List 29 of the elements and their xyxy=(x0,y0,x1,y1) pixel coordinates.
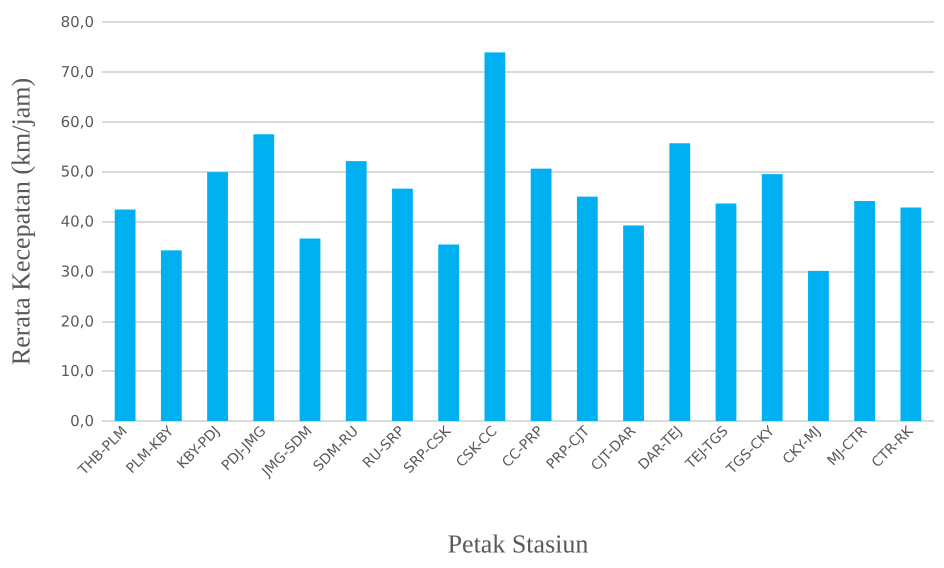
y-tick-label: 30,0 xyxy=(60,262,94,280)
bar xyxy=(530,168,552,421)
x-axis-title: Petak Stasiun xyxy=(448,530,588,558)
y-tick-label: 10,0 xyxy=(60,362,94,380)
bar xyxy=(623,225,644,421)
bar xyxy=(808,270,829,421)
bar xyxy=(716,204,736,421)
bar xyxy=(576,196,598,421)
y-tick-label: 60,0 xyxy=(60,112,94,131)
bar xyxy=(346,161,367,421)
y-tick-label: 0,0 xyxy=(70,412,94,430)
bar xyxy=(762,174,783,421)
bar xyxy=(669,143,690,421)
y-tick-label: 80,0 xyxy=(60,13,94,31)
y-tick-label: 40,0 xyxy=(60,212,94,230)
y-tick-label: 70,0 xyxy=(60,62,94,81)
bar xyxy=(300,238,320,421)
bar xyxy=(207,172,228,421)
bar xyxy=(114,210,136,421)
bar xyxy=(392,188,413,421)
y-tick-label: 20,0 xyxy=(60,312,94,330)
bar xyxy=(900,208,922,421)
bar xyxy=(438,244,460,421)
bar xyxy=(484,52,506,421)
bar xyxy=(253,134,274,421)
y-axis-title: Rerata Kecepatan (km/jam) xyxy=(6,78,36,366)
bar xyxy=(160,250,182,421)
bar xyxy=(854,201,876,421)
y-tick-label: 50,0 xyxy=(60,162,94,181)
